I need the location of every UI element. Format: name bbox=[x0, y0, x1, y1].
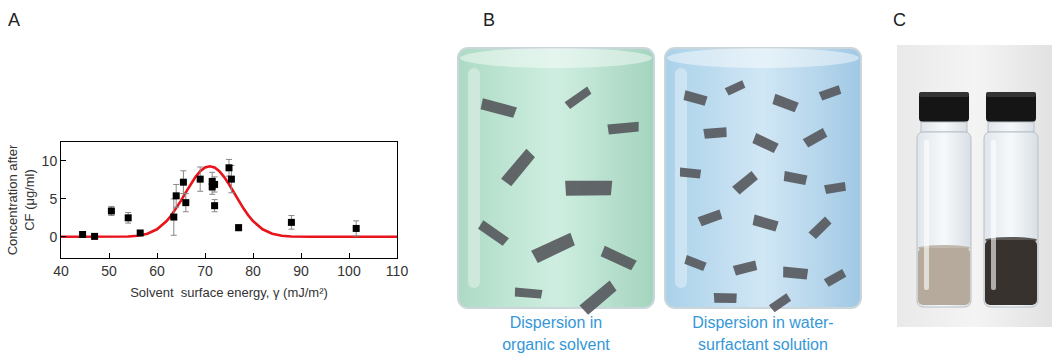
svg-text:80: 80 bbox=[245, 263, 261, 279]
svg-text:100: 100 bbox=[337, 263, 361, 279]
svg-text:60: 60 bbox=[149, 263, 165, 279]
svg-text:B: B bbox=[483, 10, 495, 30]
svg-text:10: 10 bbox=[42, 153, 58, 169]
svg-text:Concentration afterCF (μg/ml): Concentration afterCF (μg/ml) bbox=[5, 144, 37, 255]
svg-text:50: 50 bbox=[101, 263, 117, 279]
svg-text:C: C bbox=[893, 10, 906, 30]
svg-text:Solvent surface energy, γ (mJ: Solvent surface energy, γ (mJ/m²) bbox=[130, 285, 328, 300]
svg-text:5: 5 bbox=[49, 191, 57, 207]
svg-text:90: 90 bbox=[293, 263, 309, 279]
svg-text:Dispersion in: Dispersion in bbox=[510, 314, 602, 331]
svg-text:Dispersion in water-: Dispersion in water- bbox=[692, 314, 833, 331]
svg-text:organic solvent: organic solvent bbox=[502, 336, 610, 353]
svg-text:70: 70 bbox=[197, 263, 213, 279]
svg-text:40: 40 bbox=[53, 263, 69, 279]
svg-text:0: 0 bbox=[49, 229, 57, 245]
svg-text:110: 110 bbox=[386, 263, 409, 279]
svg-text:A: A bbox=[8, 10, 20, 30]
svg-text:surfactant solution: surfactant solution bbox=[698, 336, 828, 353]
